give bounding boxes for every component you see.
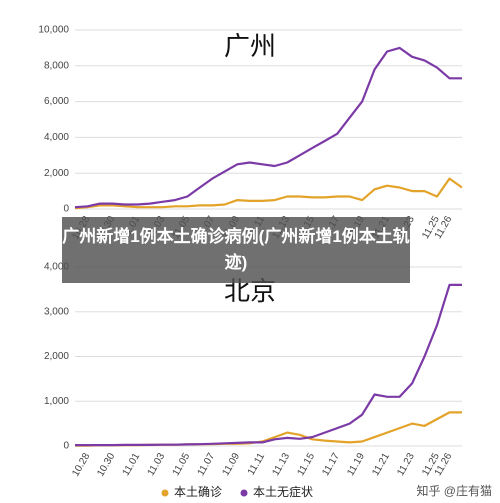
series-line: [75, 283, 462, 447]
x-tick-label: 11.11: [246, 451, 268, 477]
y-tick-label: 0: [63, 204, 69, 215]
y-tick-label: 0: [63, 441, 69, 452]
x-tick-label: 11.05: [171, 451, 193, 478]
x-tick-label: 10.30: [95, 451, 117, 479]
series-line: [74, 46, 462, 209]
x-tick-label: 11.01: [121, 451, 143, 478]
x-tick-label: 11.23: [395, 451, 417, 478]
y-tick-label: 10,000: [38, 25, 69, 36]
chart-title: 广州: [224, 31, 276, 61]
y-tick-label: 8,000: [44, 60, 69, 71]
x-tick-label: 11.21: [370, 451, 392, 478]
y-tick-label: 6,000: [44, 96, 69, 107]
x-tick-label: 11.19: [345, 451, 367, 478]
x-tick-label: 11.13: [270, 451, 292, 478]
x-tick-label: 11.03: [146, 451, 168, 478]
legend-marker: [240, 489, 248, 497]
legend-label: 本土无症状: [253, 484, 313, 499]
legend-label: 本土确诊: [174, 485, 222, 499]
legend-marker: [161, 489, 169, 497]
y-tick-label: 1,000: [44, 396, 69, 407]
x-tick-label: 11.09: [221, 451, 243, 478]
caption-banner: 广州新增1例本土确诊病例(广州新增1例本土轨迹): [62, 217, 410, 283]
y-tick-label: 2,000: [44, 168, 69, 179]
y-tick-label: 3,000: [44, 306, 69, 317]
x-tick-label: 11.07: [196, 451, 218, 478]
watermark: 知乎 @庄有猫: [416, 484, 492, 498]
x-tick-label: 11.17: [320, 451, 342, 478]
y-tick-label: 4,000: [44, 132, 69, 143]
x-tick-label: 11.15: [295, 451, 317, 478]
y-tick-label: 4,000: [44, 262, 69, 273]
x-tick-label: 10.28: [70, 451, 92, 479]
series-line: [74, 177, 463, 210]
y-tick-label: 2,000: [44, 351, 69, 362]
